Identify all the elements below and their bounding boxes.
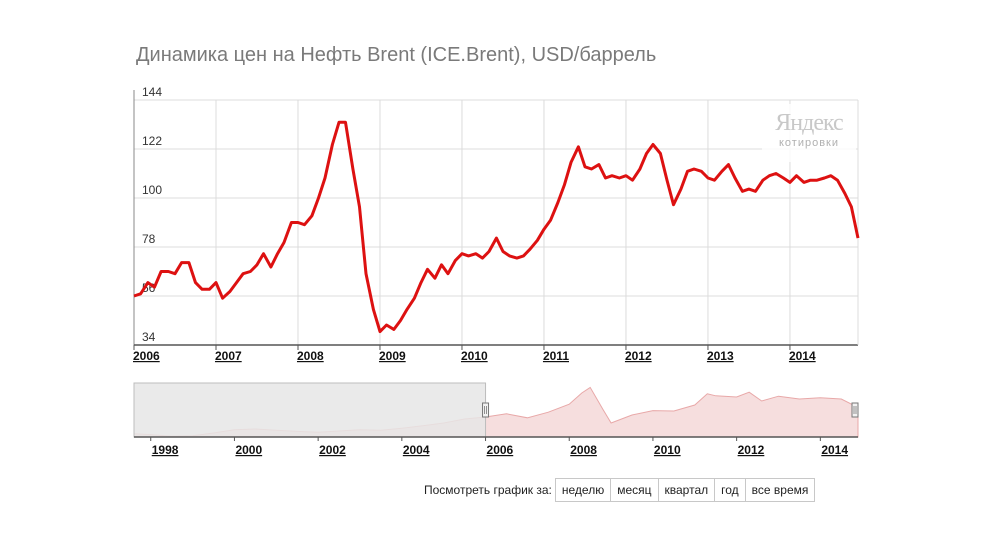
y-tick-label: 100 [142,183,162,197]
period-month-button[interactable]: месяц [610,478,659,502]
navigator-tick-label: 2002 [319,443,346,457]
x-tick-label: 2009 [379,349,406,363]
range-navigator: 1998 2000 2002 2004 2006 2008 2010 2012 2014 [133,382,859,457]
period-week-button[interactable]: неделю [554,478,612,502]
yandex-quotes-label: котировки [778,137,840,149]
navigator-right-handle[interactable] [851,402,859,418]
x-tick-label: 2012 [625,349,652,363]
chart-title: Динамика цен на Нефть Brent (ICE.Brent),… [136,44,657,66]
y-tick-label: 78 [142,232,156,246]
series-line-brent [133,120,860,334]
x-tick-label: 2008 [297,349,324,363]
yandex-watermark: Яндекс котировки [762,104,856,162]
period-selector: Посмотреть график за: неделю месяц кварт… [424,477,816,503]
navigator-unselected-shade [133,382,487,438]
x-tick-label: 2006 [133,349,160,363]
x-axis-ticks: 2006 2007 2008 2009 2010 2011 2012 2013 2014 [133,349,816,363]
yandex-logo: Яндекс [775,110,843,136]
navigator-tick-label: 2014 [821,443,848,457]
x-tick-label: 2014 [789,349,816,363]
navigator-tick-label: 1998 [152,443,179,457]
y-tick-label: 122 [142,134,162,148]
x-tick-label: 2011 [543,349,569,363]
navigator-tick-label: 2004 [403,443,430,457]
navigator-tick-label: 2012 [738,443,765,457]
x-tick-label: 2010 [461,349,488,363]
period-label: Посмотреть график за: [424,483,552,497]
navigator-tick-label: 2008 [570,443,597,457]
x-tick-label: 2007 [215,349,242,363]
x-tick-label: 2013 [707,349,734,363]
y-tick-label: 144 [142,85,162,99]
grid-lines [133,99,858,346]
navigator-left-handle[interactable] [482,402,490,418]
navigator-tick-label: 2006 [487,443,514,457]
period-all-time-button[interactable]: все время [744,478,816,502]
navigator-tick-label: 2000 [235,443,262,457]
axes [133,90,859,350]
navigator-tick-label: 2010 [654,443,681,457]
period-year-button[interactable]: год [714,478,746,502]
period-quarter-button[interactable]: квартал [657,478,716,502]
y-tick-label: 34 [142,330,156,344]
